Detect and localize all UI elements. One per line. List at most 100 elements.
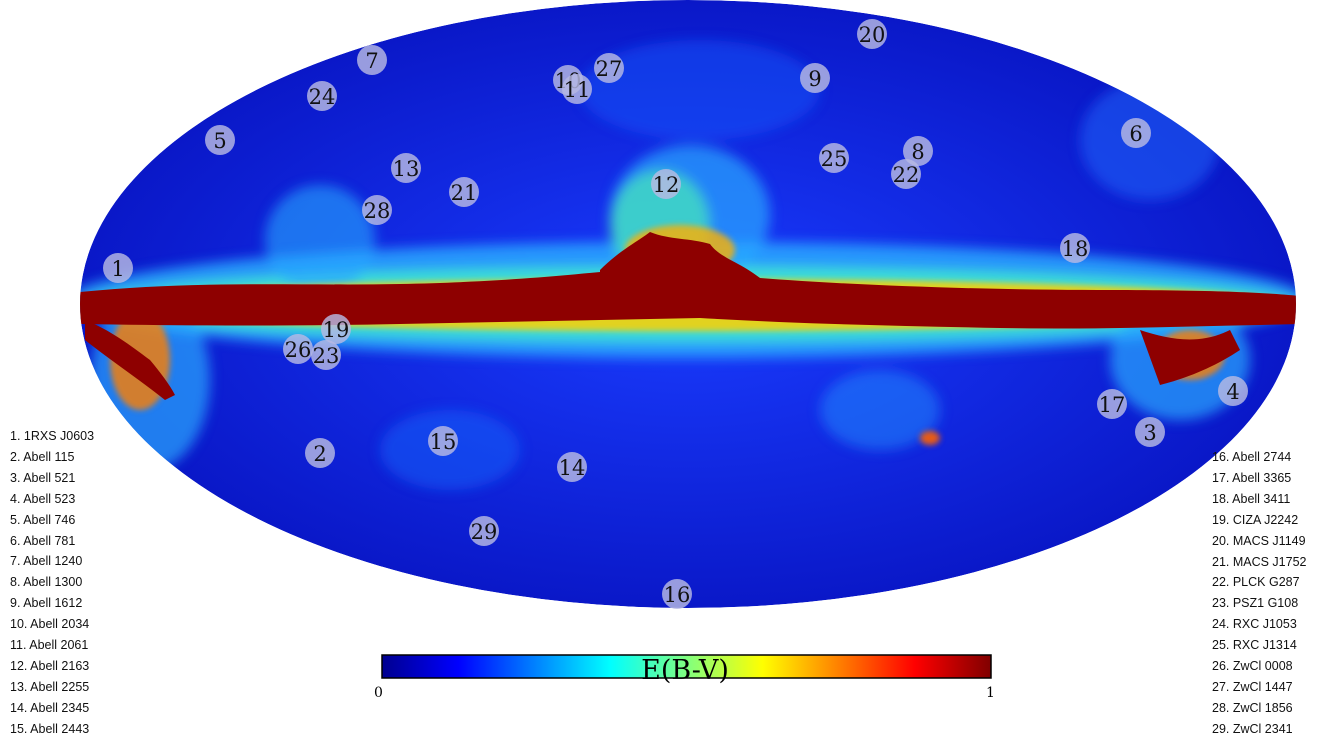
cluster-marker-label: 16 bbox=[664, 583, 691, 607]
legend-entry: 17. Abell 3365 bbox=[1212, 470, 1292, 485]
cluster-marker-label: 18 bbox=[1062, 237, 1089, 261]
cluster-marker-circle bbox=[891, 159, 921, 189]
cluster-marker: 23 bbox=[311, 340, 341, 370]
legend-entry: 25. RXC J1314 bbox=[1212, 638, 1297, 653]
legend-entry: 23. PSZ1 G108 bbox=[1212, 596, 1299, 611]
cluster-marker-label: 22 bbox=[893, 163, 920, 187]
legend-entry: 16. Abell 2744 bbox=[1212, 450, 1292, 464]
legend-entry: 22. PLCK G287 bbox=[1212, 575, 1300, 590]
cluster-marker: 27 bbox=[594, 53, 624, 83]
cluster-marker-circle bbox=[205, 125, 235, 155]
cluster-marker-circle bbox=[103, 253, 133, 283]
cluster-marker: 9 bbox=[800, 63, 830, 93]
cluster-marker-label: 12 bbox=[653, 173, 680, 197]
legend-entry: 18. Abell 3411 bbox=[1212, 491, 1291, 506]
cluster-marker-label: 4 bbox=[1226, 380, 1239, 404]
legend-entry: 9. Abell 1612 bbox=[10, 596, 83, 611]
cluster-marker: 18 bbox=[1060, 233, 1090, 263]
cluster-marker: 13 bbox=[391, 153, 421, 183]
cluster-marker: 1 bbox=[103, 253, 133, 283]
cluster-marker-label: 25 bbox=[821, 147, 848, 171]
cluster-marker: 2 bbox=[305, 438, 335, 468]
cluster-marker: 7 bbox=[357, 45, 387, 75]
cluster-marker-label: 9 bbox=[808, 67, 821, 91]
cluster-marker-circle bbox=[857, 19, 887, 49]
legend-entry: 14. Abell 2345 bbox=[10, 700, 90, 715]
cluster-marker: 11 bbox=[562, 74, 592, 104]
cluster-marker: 15 bbox=[428, 426, 458, 456]
cluster-marker-label: 21 bbox=[451, 181, 478, 205]
cluster-marker: 6 bbox=[1121, 118, 1151, 148]
legend-entry: 8. Abell 1300 bbox=[10, 575, 83, 590]
cluster-marker-circle bbox=[1121, 118, 1151, 148]
cluster-marker-circle bbox=[469, 516, 499, 546]
cluster-marker-circle bbox=[305, 438, 335, 468]
cluster-marker-circle bbox=[1060, 233, 1090, 263]
legend-entry: 11. Abell 2061 bbox=[10, 638, 89, 653]
cluster-marker-label: 20 bbox=[859, 23, 886, 47]
cluster-marker-circle bbox=[1135, 417, 1165, 447]
cluster-marker-label: 17 bbox=[1099, 393, 1126, 417]
legend-entry: 28. ZwCl 1856 bbox=[1212, 700, 1293, 715]
cluster-marker-label: 26 bbox=[285, 338, 312, 362]
legend-entry: 4. Abell 523 bbox=[10, 491, 76, 506]
cluster-marker-circle bbox=[1097, 389, 1127, 419]
cluster-marker-label: 28 bbox=[364, 199, 391, 223]
legend-entry: 29. ZwCl 2341 bbox=[1212, 721, 1293, 736]
cluster-marker: 29 bbox=[469, 516, 499, 546]
legend-entry: 20. MACS J1149 bbox=[1212, 533, 1306, 548]
cluster-marker-label: 24 bbox=[309, 85, 336, 109]
cluster-marker-label: 5 bbox=[213, 129, 226, 153]
legend-entry: 7. Abell 1240 bbox=[10, 554, 83, 569]
cluster-marker: 3 bbox=[1135, 417, 1165, 447]
galactic-plane bbox=[80, 232, 1296, 400]
cluster-marker-circle bbox=[562, 74, 592, 104]
dust-map bbox=[80, 0, 1296, 608]
colorbar-max-tick: 1 bbox=[986, 685, 995, 701]
cluster-marker: 28 bbox=[362, 195, 392, 225]
cluster-marker: 5 bbox=[205, 125, 235, 155]
cluster-marker-label: 2 bbox=[313, 442, 326, 466]
legend-entry: 27. ZwCl 1447 bbox=[1212, 679, 1293, 694]
legend-entry: 5. Abell 746 bbox=[10, 512, 76, 527]
cluster-marker: 12 bbox=[651, 169, 681, 199]
legend-entry: 12. Abell 2163 bbox=[10, 658, 90, 673]
legend-entry: 26. ZwCl 0008 bbox=[1212, 659, 1293, 674]
cluster-marker-label: 14 bbox=[559, 456, 586, 480]
cluster-marker-label: 23 bbox=[313, 344, 340, 368]
cluster-marker: 20 bbox=[857, 19, 887, 49]
cluster-marker-circle bbox=[800, 63, 830, 93]
cluster-marker-label: 11 bbox=[564, 78, 591, 102]
cluster-marker: 19 bbox=[321, 314, 351, 344]
cluster-marker: 14 bbox=[557, 452, 587, 482]
cluster-markers: 1234567891011121314151617181920212223242… bbox=[103, 19, 1248, 609]
cluster-marker: 4 bbox=[1218, 376, 1248, 406]
cluster-marker-label: 19 bbox=[323, 318, 350, 342]
cluster-marker-circle bbox=[283, 334, 313, 364]
colorbar-label: E(B-V) bbox=[641, 655, 729, 686]
cluster-marker-label: 29 bbox=[471, 520, 498, 544]
cluster-marker: 21 bbox=[449, 177, 479, 207]
cluster-marker-label: 13 bbox=[393, 157, 420, 181]
cluster-marker-circle bbox=[903, 136, 933, 166]
cluster-marker-circle bbox=[449, 177, 479, 207]
cluster-marker-circle bbox=[357, 45, 387, 75]
legend-entry: 2. Abell 115 bbox=[10, 449, 75, 464]
cluster-marker-label: 6 bbox=[1129, 122, 1142, 146]
cluster-marker-circle bbox=[662, 579, 692, 609]
cluster-marker: 25 bbox=[819, 143, 849, 173]
cluster-marker-circle bbox=[311, 340, 341, 370]
colorbar bbox=[381, 654, 992, 679]
colorbar-min-tick: 0 bbox=[374, 685, 383, 701]
legend-entry: 13. Abell 2255 bbox=[10, 679, 90, 694]
cluster-marker-circle bbox=[391, 153, 421, 183]
cluster-marker: 16 bbox=[662, 579, 692, 609]
cluster-marker-label: 3 bbox=[1143, 421, 1156, 445]
legend-left: 1. 1RXS J0603 2. Abell 115 3. Abell 521 4. … bbox=[10, 426, 94, 740]
cluster-marker-circle bbox=[557, 452, 587, 482]
cluster-marker-circle bbox=[362, 195, 392, 225]
cluster-marker-circle bbox=[594, 53, 624, 83]
legend-entry: 1. 1RXS J0603 bbox=[10, 429, 95, 443]
cluster-marker: 22 bbox=[891, 159, 921, 189]
